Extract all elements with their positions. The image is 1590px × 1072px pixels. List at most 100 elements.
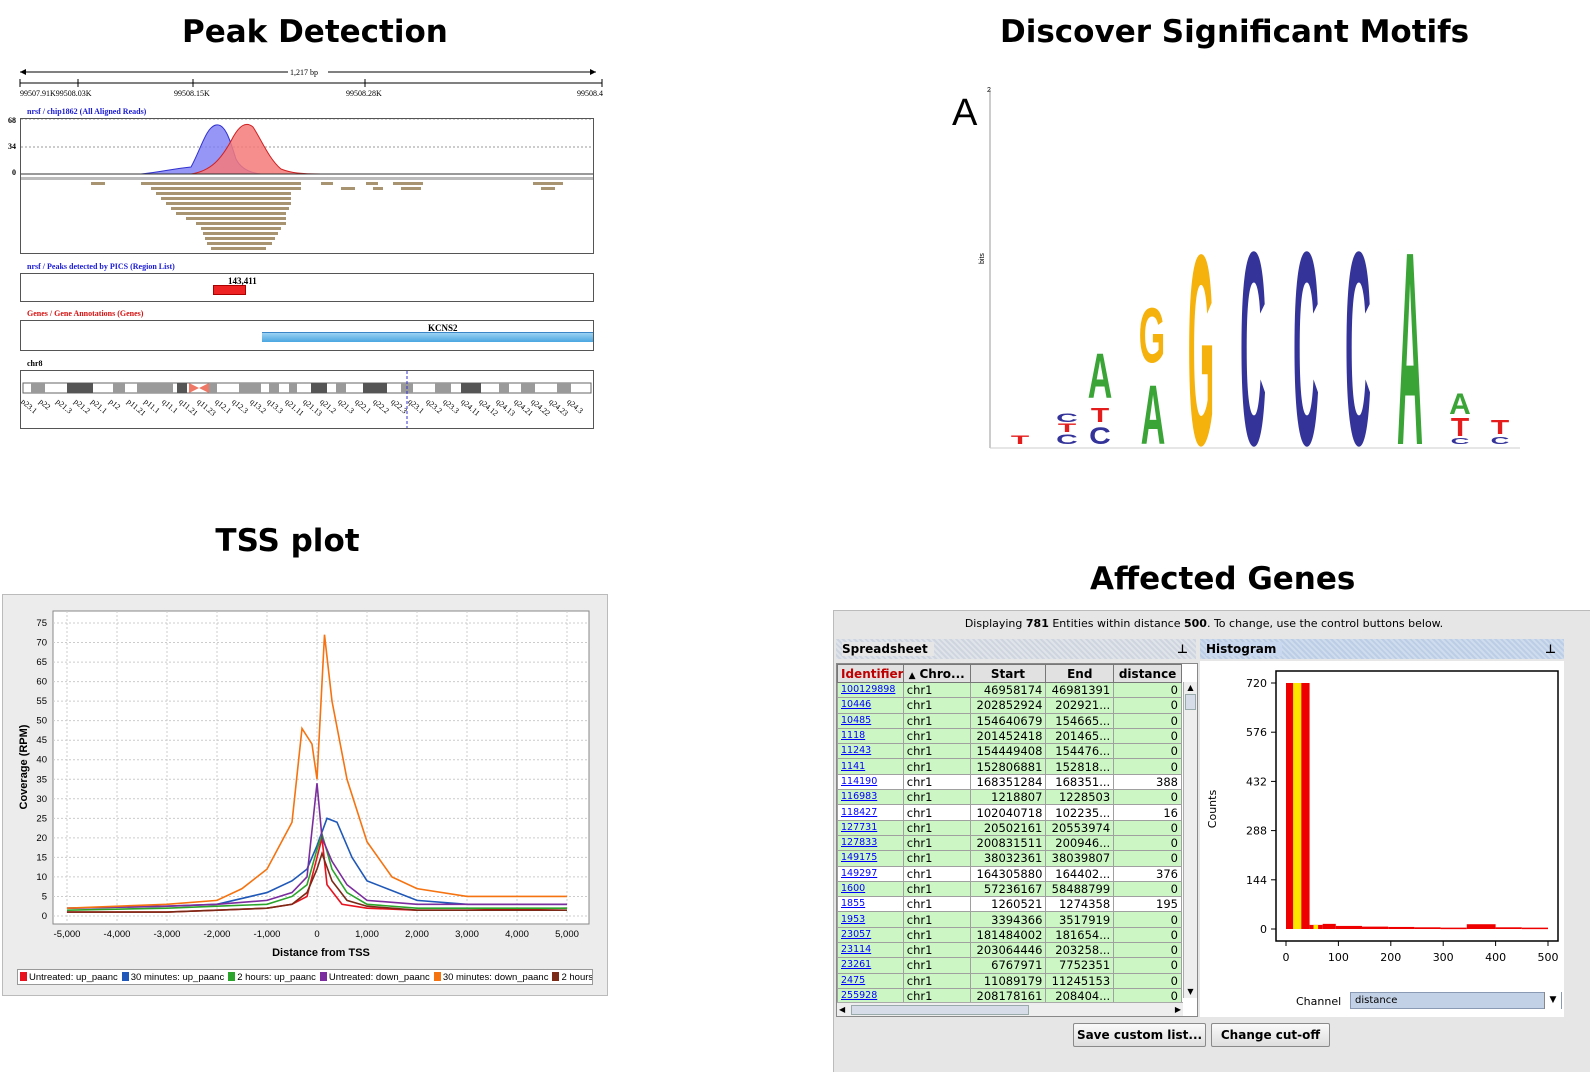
identifier-cell[interactable]: 116983 [837,789,904,806]
chromosome-cell: chr1 [902,789,971,806]
legend-swatch [433,972,441,982]
peaks-track-label[interactable]: nrsf / Peaks detected by PICS (Region Li… [27,262,175,271]
table-row[interactable]: 23114 chr1 203064446 203258... 0 [837,942,1182,959]
reads-track-label[interactable]: nrsf / chip1862 (All Aligned Reads) [27,107,147,116]
col-header-end[interactable]: End [1045,664,1115,683]
table-row[interactable]: 23057 chr1 181484002 181654... 0 [837,926,1182,944]
identifier-cell[interactable]: 1953 [837,911,904,928]
table-row[interactable]: 1953 chr1 3394366 3517919 0 [837,911,1182,928]
table-row[interactable]: 127833 chr1 200831511 200946... 0 [837,834,1182,852]
end-cell: 152818... [1045,758,1115,775]
table-row[interactable]: 149175 chr1 38032361 38039807 0 [837,850,1182,867]
col-header-chromosome[interactable]: ▲ Chro... [902,664,971,683]
chromosome-ideogram[interactable]: p23.1 p22 p21.3 p21.2 p21.1 p12 p11.21 p11.1 q11… [20,370,594,429]
table-row[interactable]: 1141 chr1 152806881 152818... 0 [837,758,1182,775]
start-cell: 154640679 [969,712,1047,729]
histogram-bar[interactable] [1322,923,1336,929]
identifier-cell[interactable]: 127731 [837,819,904,836]
distance-histogram: 720 576 432 288 144 0 0 100 200 300 400 500 Counts [1206,670,1559,964]
histogram-title-label: Histogram [1206,642,1283,656]
scroll-left-arrow[interactable]: ◀ [839,1005,846,1014]
identifier-cell[interactable]: 1141 [837,758,904,775]
identifier-cell[interactable]: 1118 [837,727,904,745]
histogram-bar[interactable] [1466,924,1496,929]
table-row[interactable]: 114190 chr1 168351284 168351... 388 [837,773,1182,791]
identifier-cell[interactable]: 127833 [837,834,904,852]
scroll-up-arrow[interactable]: ▲ [1187,683,1194,692]
genes-track-label[interactable]: Genes / Gene Annotations (Genes) [27,309,144,318]
band-labels-row: p23.1 p22 p21.3 p21.2 p21.1 p12 p11.21 p11.1 q11… [21,395,593,427]
change-cutoff-button[interactable]: Change cut-off [1211,1023,1330,1047]
legend-label: 2 hours: down_paanc [561,971,593,983]
hist-x-tick-label: 500 [1538,951,1559,964]
band-label: q12.3 [230,397,250,416]
table-row[interactable]: 1118 chr1 201452418 201465... 0 [837,727,1182,745]
identifier-cell[interactable]: 114190 [837,773,904,791]
scroll-down-arrow[interactable]: ▼ [1187,987,1194,996]
table-row[interactable]: 149297 chr1 164305880 164402... 376 [837,865,1182,882]
table-row[interactable]: 100129898 chr1 46958174 46981391 0 [837,681,1182,699]
identifier-cell[interactable]: 23261 [837,957,904,974]
identifier-cell[interactable]: 118427 [837,804,904,821]
table-row[interactable]: 2475 chr1 11089179 11245153 0 [837,972,1182,989]
histogram-bar[interactable] [1521,927,1548,930]
table-row[interactable]: 23261 chr1 6767971 7752351 0 [837,957,1182,974]
channel-dropdown[interactable]: distance ▼ [1350,992,1562,1009]
table-row[interactable]: 10446 chr1 202852924 202921... 0 [837,697,1182,714]
horizontal-scrollbar[interactable]: ◀ ▶ [837,1002,1183,1016]
table-row[interactable]: 118427 chr1 102040718 102235... 16 [837,804,1182,821]
legend-item: 30 minutes: up_paanc [121,972,224,983]
col-header-start[interactable]: Start [969,664,1047,683]
ruler-tick-3: 99508.28K [346,89,382,98]
identifier-cell[interactable]: 23057 [837,926,904,944]
band-label: q23.3 [441,397,462,416]
identifier-cell[interactable]: 149175 [837,850,904,867]
chromosome-cell: chr1 [902,926,971,944]
identifier-cell[interactable]: 149297 [837,865,904,882]
histogram-bar[interactable] [1414,927,1441,929]
genes-track[interactable]: KCNS2 [20,320,594,351]
col-header-identifier[interactable]: Identifier [837,664,904,683]
vertical-scrollbar[interactable]: ▲ ▼ [1183,682,1197,998]
table-row[interactable]: 127731 chr1 20502161 20553974 0 [837,819,1182,836]
chromosome-cell: chr1 [902,880,971,898]
identifier-cell[interactable]: 10485 [837,712,904,729]
scroll-right-arrow[interactable]: ▶ [1174,1005,1181,1014]
legend-swatch [20,972,27,982]
peaks-track[interactable]: 143,411 [20,273,594,302]
end-cell: 203258... [1045,942,1115,959]
histogram-bar[interactable] [1388,926,1415,929]
table-row[interactable]: 1855 chr1 1260521 1274358 195 [837,896,1182,913]
pin-icon[interactable]: ⊥ [1177,642,1188,656]
histogram-bar[interactable] [1361,926,1389,929]
reads-track[interactable] [20,118,594,254]
identifier-cell[interactable]: 2475 [837,972,904,989]
svg-text:C: C [1491,435,1510,446]
table-row[interactable]: 116983 chr1 1218807 1228503 0 [837,789,1182,806]
info-count: 781 [1025,617,1049,630]
histogram-bar[interactable] [1495,927,1522,929]
end-cell: 102235... [1045,804,1115,821]
identifier-cell[interactable]: 100129898 [837,681,904,699]
save-custom-list-button[interactable]: Save custom list... [1073,1023,1206,1047]
scroll-thumb[interactable] [1185,694,1196,710]
peak-region[interactable] [213,285,246,295]
histogram-bar[interactable] [1335,925,1362,929]
col-header-distance[interactable]: distance [1113,664,1182,683]
hscroll-thumb[interactable] [851,1005,1029,1015]
histogram-pin-icon[interactable]: ⊥ [1545,642,1556,656]
table-row[interactable]: 1600 chr1 57236167 58488799 0 [837,880,1182,898]
histogram-bar[interactable] [1440,927,1467,930]
identifier-cell[interactable]: 23114 [837,942,904,959]
table-row[interactable]: 10485 chr1 154640679 154665... 0 [837,712,1182,729]
table-row[interactable]: 11243 chr1 154449408 154476... 0 [837,743,1182,760]
band-label: q13.3 [265,397,286,416]
identifier-cell[interactable]: 1855 [837,896,904,913]
identifier-cell[interactable]: 11243 [837,743,904,760]
identifier-cell[interactable]: 1600 [837,880,904,898]
gene-feature-kcns2[interactable] [262,332,593,342]
identifier-cell[interactable]: 10446 [837,697,904,714]
legend-swatch [319,972,327,982]
y-tick-label: 75 [36,618,47,629]
affected-genes-title: Affected Genes [1090,561,1356,597]
